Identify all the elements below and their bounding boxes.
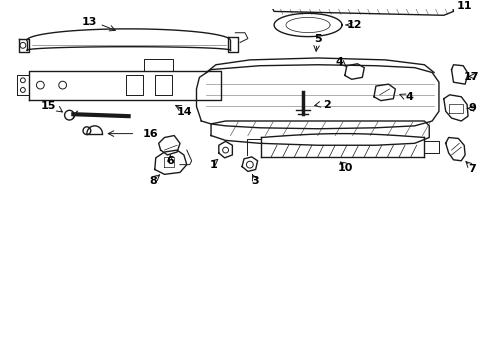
Text: 10: 10 [337, 163, 352, 172]
Text: 4: 4 [334, 57, 342, 67]
Text: 14: 14 [177, 107, 192, 117]
Text: 17: 17 [463, 72, 479, 82]
Text: 15: 15 [41, 102, 56, 112]
Text: 3: 3 [250, 176, 258, 186]
Text: 6: 6 [166, 156, 174, 166]
Text: 8: 8 [149, 176, 157, 186]
Text: 16: 16 [143, 129, 159, 139]
Text: 2: 2 [323, 99, 330, 109]
Text: 5: 5 [313, 33, 321, 44]
Text: 11: 11 [455, 1, 471, 10]
Text: 4: 4 [405, 92, 413, 102]
Text: 12: 12 [346, 20, 362, 30]
Text: 1: 1 [210, 159, 217, 170]
Text: 9: 9 [467, 103, 475, 113]
Text: 7: 7 [467, 163, 475, 174]
Text: 13: 13 [82, 17, 97, 27]
